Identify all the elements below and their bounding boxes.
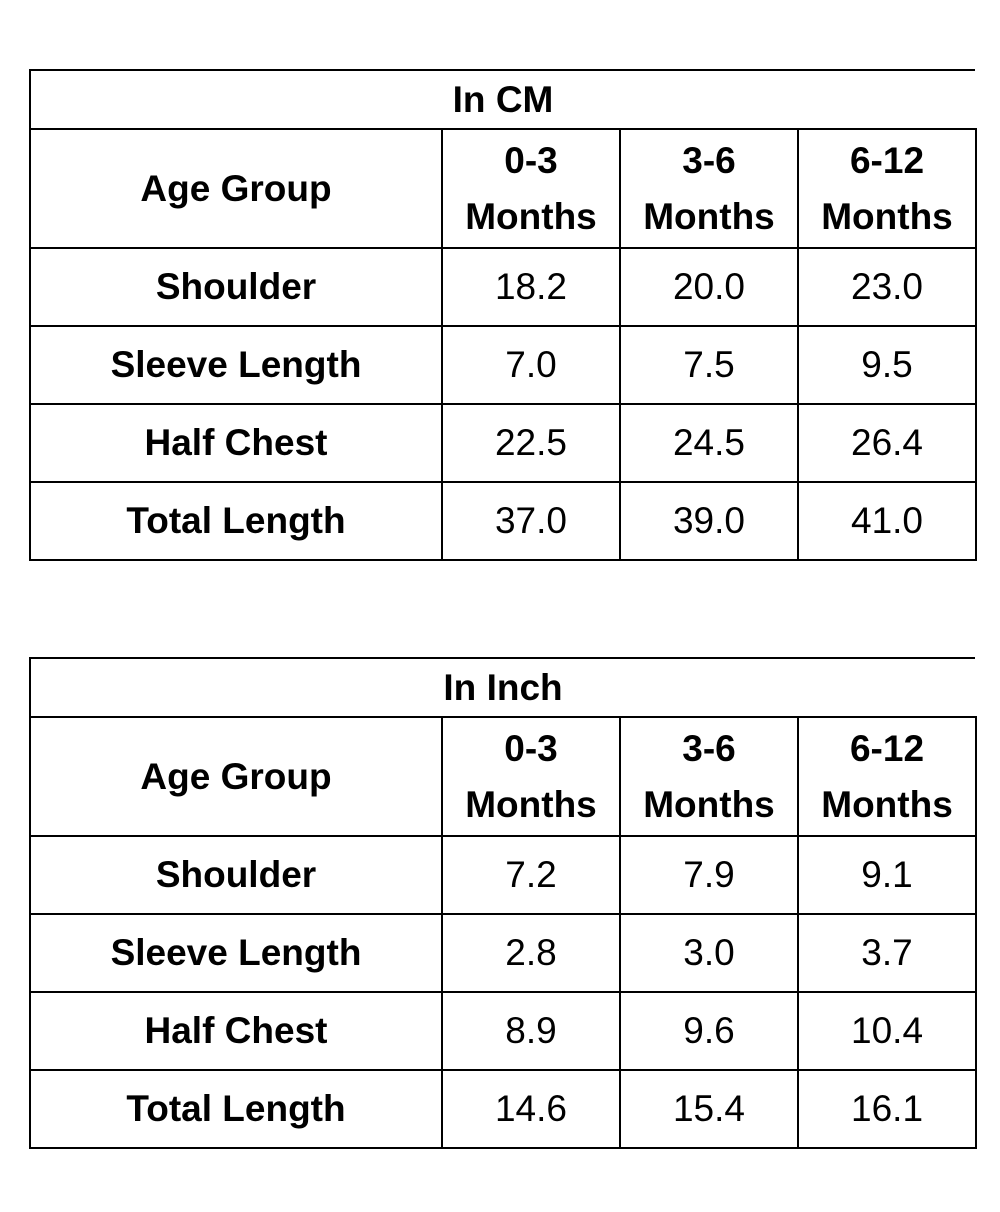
column-header-unit: Months xyxy=(465,195,597,237)
table-header-row: Age Group 0-3 Months 3-6 Months 6-12 Mon… xyxy=(29,716,978,837)
table-cell: 22.5 xyxy=(441,403,621,483)
table-header-row: Age Group 0-3 Months 3-6 Months 6-12 Mon… xyxy=(29,128,978,249)
column-header-range: 3-6 xyxy=(682,727,736,769)
table-row: Half Chest 22.5 24.5 26.4 xyxy=(29,403,978,483)
table-title-row: In CM xyxy=(28,69,978,130)
table-cell: 15.4 xyxy=(619,1069,799,1149)
column-header: 3-6 Months xyxy=(619,716,799,837)
table-cell: 23.0 xyxy=(796,247,978,327)
table-cell: 18.2 xyxy=(441,247,621,327)
size-chart-inch-table: In Inch Age Group 0-3 Months 3-6 Months … xyxy=(28,657,978,1149)
row-label: Sleeve Length xyxy=(29,913,443,993)
column-header: 0-3 Months xyxy=(441,716,621,837)
table-cell: 3.0 xyxy=(619,913,799,993)
column-header-unit: Months xyxy=(821,783,953,825)
table-cell: 7.9 xyxy=(619,835,799,915)
table-cell: 37.0 xyxy=(441,481,621,561)
table-cell: 2.8 xyxy=(441,913,621,993)
table-cell: 26.4 xyxy=(796,403,978,483)
row-label: Total Length xyxy=(29,481,443,561)
table-cell: 8.9 xyxy=(441,991,621,1071)
age-group-header: Age Group xyxy=(29,128,443,249)
table-row: Total Length 14.6 15.4 16.1 xyxy=(29,1069,978,1149)
column-header: 6-12 Months xyxy=(796,128,978,249)
table-row: Shoulder 7.2 7.9 9.1 xyxy=(29,835,978,915)
column-header-unit: Months xyxy=(465,783,597,825)
column-header: 3-6 Months xyxy=(619,128,799,249)
column-header-range: 6-12 xyxy=(849,727,925,769)
column-header: 0-3 Months xyxy=(441,128,621,249)
table-row: Total Length 37.0 39.0 41.0 xyxy=(29,481,978,561)
table-cell: 7.5 xyxy=(619,325,799,405)
age-group-header: Age Group xyxy=(29,716,443,837)
column-header: 6-12 Months xyxy=(796,716,978,837)
column-header-unit: Months xyxy=(643,783,775,825)
table-cell: 9.6 xyxy=(619,991,799,1071)
table-row: Half Chest 8.9 9.6 10.4 xyxy=(29,991,978,1071)
row-label: Half Chest xyxy=(29,403,443,483)
row-label: Shoulder xyxy=(29,835,443,915)
table-cell: 39.0 xyxy=(619,481,799,561)
column-header-range: 3-6 xyxy=(682,139,736,181)
table-cell: 20.0 xyxy=(619,247,799,327)
column-header-unit: Months xyxy=(821,195,953,237)
column-header-range: 6-12 xyxy=(849,139,925,181)
table-row: Sleeve Length 2.8 3.0 3.7 xyxy=(29,913,978,993)
row-label: Half Chest xyxy=(29,991,443,1071)
table-cell: 9.5 xyxy=(796,325,978,405)
table-row: Sleeve Length 7.0 7.5 9.5 xyxy=(29,325,978,405)
column-header-range: 0-3 xyxy=(504,727,558,769)
table-cell: 7.0 xyxy=(441,325,621,405)
size-chart-cm-table: In CM Age Group 0-3 Months 3-6 Months 6-… xyxy=(28,69,978,561)
row-label: Total Length xyxy=(29,1069,443,1149)
table-title: In Inch xyxy=(28,657,978,718)
table-cell: 24.5 xyxy=(619,403,799,483)
table-cell: 3.7 xyxy=(796,913,978,993)
table-cell: 9.1 xyxy=(796,835,978,915)
table-cell: 14.6 xyxy=(441,1069,621,1149)
row-label: Sleeve Length xyxy=(29,325,443,405)
table-cell: 10.4 xyxy=(796,991,978,1071)
row-label: Shoulder xyxy=(29,247,443,327)
column-header-unit: Months xyxy=(643,195,775,237)
table-cell: 41.0 xyxy=(796,481,978,561)
table-cell: 7.2 xyxy=(441,835,621,915)
column-header-range: 0-3 xyxy=(504,139,558,181)
table-title-row: In Inch xyxy=(28,657,978,718)
table-title: In CM xyxy=(28,69,978,130)
table-cell: 16.1 xyxy=(796,1069,978,1149)
table-row: Shoulder 18.2 20.0 23.0 xyxy=(29,247,978,327)
